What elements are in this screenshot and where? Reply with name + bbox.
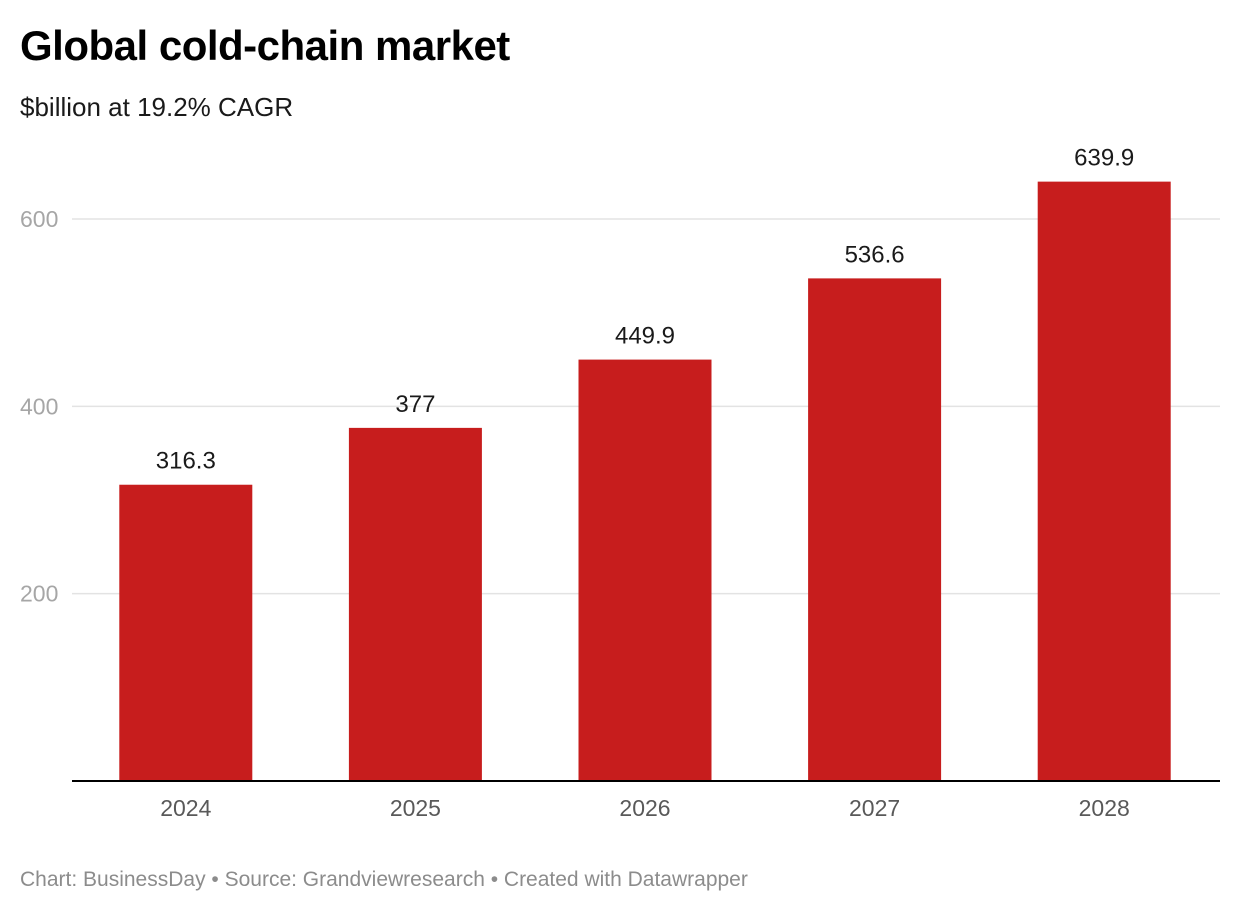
data-labels: 316.3 377 449.9 536.6 639.9 bbox=[156, 145, 1134, 475]
x-tick-label: 2024 bbox=[160, 795, 211, 821]
data-label: 316.3 bbox=[156, 448, 216, 475]
bar-2027 bbox=[808, 278, 942, 781]
x-tick-label: 2027 bbox=[849, 795, 900, 821]
chart-credit: Chart: BusinessDay • Source: Grandviewre… bbox=[20, 868, 748, 891]
bar-2025 bbox=[348, 427, 482, 781]
bars bbox=[119, 181, 1171, 781]
bar-2024 bbox=[119, 484, 253, 781]
x-tick-label: 2025 bbox=[390, 795, 441, 821]
data-label: 639.9 bbox=[1074, 145, 1134, 172]
bar-2026 bbox=[578, 359, 712, 781]
x-tick-label: 2028 bbox=[1079, 795, 1130, 821]
y-tick-label: 400 bbox=[20, 393, 58, 419]
chart-title: Global cold-chain market bbox=[20, 22, 510, 69]
x-tick-label: 2026 bbox=[619, 795, 670, 821]
data-label: 536.6 bbox=[845, 241, 905, 268]
x-axis-ticks: 2024 2025 2026 2027 2028 bbox=[160, 795, 1130, 821]
y-tick-label: 200 bbox=[20, 581, 58, 607]
chart-subtitle: $billion at 19.2% CAGR bbox=[20, 92, 294, 122]
data-label: 377 bbox=[395, 391, 435, 418]
data-label: 449.9 bbox=[615, 323, 675, 350]
y-tick-label: 600 bbox=[20, 206, 58, 232]
bar-2028 bbox=[1037, 181, 1171, 781]
y-axis-ticks: 200 400 600 bbox=[20, 206, 58, 607]
